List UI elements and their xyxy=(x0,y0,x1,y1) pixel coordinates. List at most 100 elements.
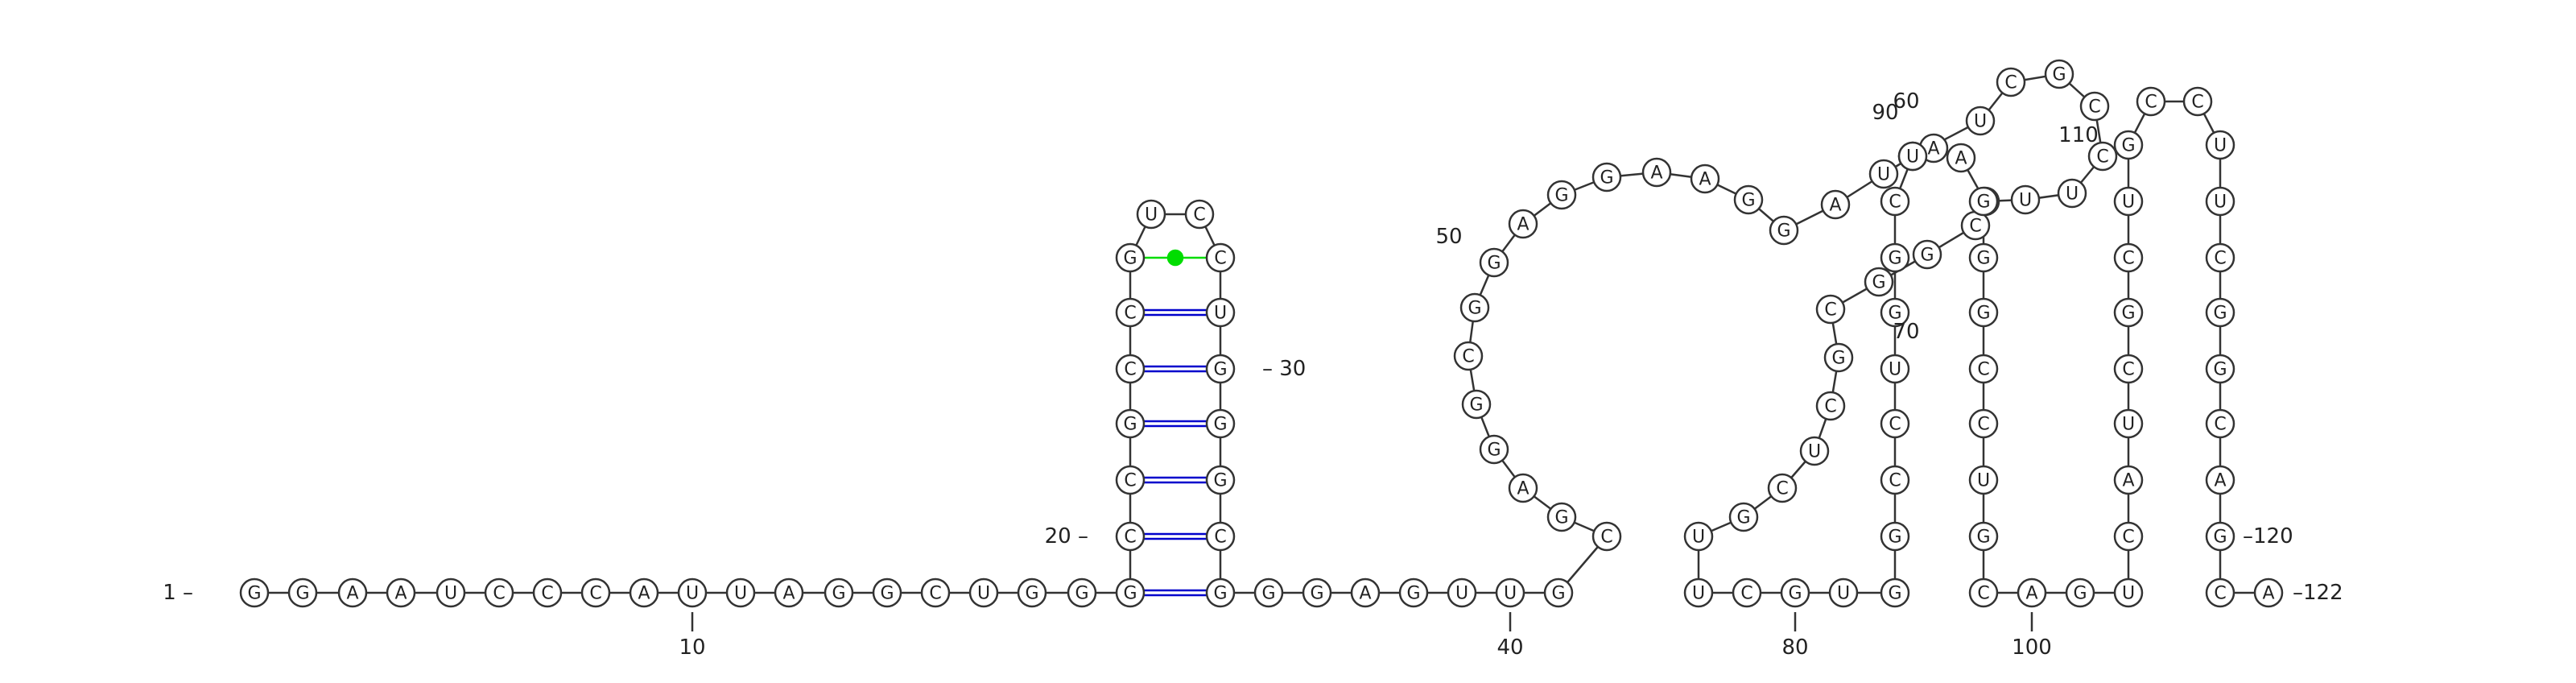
nucleotide: G xyxy=(2113,297,2144,328)
nucleotide: G xyxy=(1728,502,1759,532)
svg-text:U: U xyxy=(2122,415,2135,435)
nucleotide: G xyxy=(1205,354,1236,384)
nucleotide: C xyxy=(2136,86,2166,117)
svg-text:C: C xyxy=(2145,93,2157,113)
svg-text:C: C xyxy=(1124,304,1136,324)
svg-text:A: A xyxy=(2122,471,2134,491)
nucleotide: G xyxy=(1880,521,1910,552)
svg-text:U: U xyxy=(2019,191,2032,211)
svg-text:G: G xyxy=(1600,168,1613,188)
svg-text:G: G xyxy=(1788,584,1802,604)
svg-text:A: A xyxy=(346,584,358,604)
nucleotide: U xyxy=(968,577,999,608)
svg-text:G: G xyxy=(1123,249,1137,269)
nucleotide: U xyxy=(2113,186,2144,217)
svg-text:U: U xyxy=(1692,584,1705,604)
position-label: 110 xyxy=(2058,123,2099,147)
svg-text:C: C xyxy=(1889,415,1901,435)
nucleotide: C xyxy=(2113,354,2144,384)
svg-text:A: A xyxy=(1955,149,1967,169)
svg-text:C: C xyxy=(1977,415,1989,435)
svg-text:U: U xyxy=(1504,584,1517,604)
nucleotide: C xyxy=(532,577,563,608)
nucleotide: A xyxy=(1508,473,1538,503)
nucleotide: C xyxy=(1115,297,1146,328)
nucleotide: U xyxy=(2113,408,2144,439)
nucleotide: U xyxy=(2057,178,2087,209)
nucleotide: U xyxy=(2010,184,2041,215)
nucleotide: C xyxy=(1732,577,1762,608)
svg-text:C: C xyxy=(1889,471,1901,491)
position-label: 70 xyxy=(1893,320,1919,344)
nucleotide: C xyxy=(580,577,611,608)
svg-text:G: G xyxy=(1213,360,1227,380)
nucleotide: C xyxy=(2205,408,2235,439)
svg-text:U: U xyxy=(1692,528,1705,548)
nucleotide: C xyxy=(1184,199,1215,230)
nucleotide: G xyxy=(1459,292,1490,323)
nucleotide: G xyxy=(1546,180,1577,210)
svg-text:A: A xyxy=(2262,584,2274,604)
nucleotide: G xyxy=(1479,247,1509,278)
nucleotide: A xyxy=(1641,157,1672,188)
nucleotide: C xyxy=(1453,341,1484,371)
svg-text:G: G xyxy=(1736,508,1750,528)
svg-text:G: G xyxy=(1025,584,1038,604)
nucleotide: G xyxy=(1115,408,1146,439)
svg-text:C: C xyxy=(2214,249,2226,269)
nucleotide: U xyxy=(1897,141,1928,172)
nucleotide: G xyxy=(1733,184,1764,215)
svg-text:G: G xyxy=(2213,528,2227,548)
base-pair-layer xyxy=(1130,249,1220,597)
svg-text:A: A xyxy=(394,584,407,604)
position-label: – 30 xyxy=(1262,357,1306,381)
svg-text:G: G xyxy=(1487,441,1501,461)
nucleotide: G xyxy=(239,577,270,608)
nucleotide: C xyxy=(1968,408,1999,439)
nucleotide: G xyxy=(1205,465,1236,495)
svg-text:G: G xyxy=(880,584,894,604)
svg-text:G: G xyxy=(1976,249,1990,269)
svg-text:U: U xyxy=(686,584,699,604)
svg-text:G: G xyxy=(2213,304,2227,324)
nucleotide: A xyxy=(2113,465,2144,495)
svg-text:C: C xyxy=(1124,360,1136,380)
svg-text:U: U xyxy=(1906,147,1919,168)
nucleotide: C xyxy=(2205,242,2235,273)
nucleotide: G xyxy=(2065,577,2095,608)
svg-text:G: G xyxy=(1831,349,1845,369)
nucleotide: G xyxy=(2205,354,2235,384)
svg-text:A: A xyxy=(1650,164,1662,184)
svg-text:G: G xyxy=(1213,415,1227,435)
svg-text:C: C xyxy=(1214,528,1226,548)
nucleotide: U xyxy=(725,577,756,608)
position-label: –120 xyxy=(2243,524,2293,548)
nucleotide: G xyxy=(2205,297,2235,328)
tick-layer xyxy=(691,612,2033,631)
nucleotide: A xyxy=(1820,189,1851,220)
nucleotide: G xyxy=(1880,577,1910,608)
svg-text:C: C xyxy=(1740,584,1752,604)
nucleotide: C xyxy=(1205,521,1236,552)
svg-text:G: G xyxy=(1551,584,1565,604)
svg-text:A: A xyxy=(1927,139,1939,159)
nucleotide: G xyxy=(1968,521,1999,552)
nucleotide: U xyxy=(436,577,466,608)
position-label: 60 xyxy=(1893,89,1919,114)
svg-text:C: C xyxy=(1977,584,1989,604)
svg-text:U: U xyxy=(1974,112,1987,132)
svg-text:U: U xyxy=(2122,584,2135,604)
svg-text:G: G xyxy=(1123,584,1137,604)
nucleotide: U xyxy=(1447,577,1477,608)
svg-text:G: G xyxy=(1976,304,1990,324)
svg-text:C: C xyxy=(1124,471,1136,491)
svg-text:C: C xyxy=(1193,205,1205,226)
nucleotide: A xyxy=(1508,209,1538,239)
nucleotide: U xyxy=(1136,199,1166,230)
svg-text:U: U xyxy=(1837,584,1850,604)
svg-text:G: G xyxy=(1554,508,1568,528)
nucleotide: A xyxy=(1350,577,1381,608)
wobble-pair-marker xyxy=(1166,249,1184,267)
nucleotide: G xyxy=(1115,242,1146,273)
